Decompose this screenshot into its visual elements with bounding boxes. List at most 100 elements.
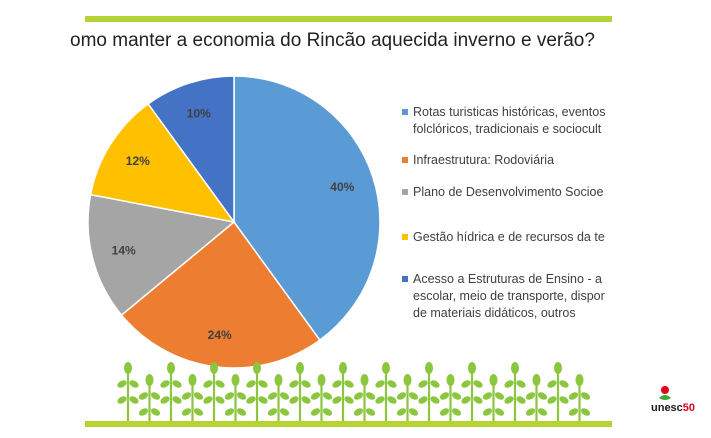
slide-title: omo manter a economia do Rincão aquecida… — [70, 30, 595, 51]
legend-item-3: Plano de Desenvolvimento Socioe — [402, 184, 620, 201]
seedling-leaf — [279, 408, 290, 416]
seedling-leaf — [332, 396, 342, 404]
chart-legend: Rotas turisticas históricas, eventos folc… — [402, 104, 620, 329]
seedling-leaf — [117, 396, 127, 404]
seedling-leaf — [575, 374, 584, 386]
seedling-leaf — [425, 362, 433, 374]
seedling-leaf — [525, 408, 536, 416]
seedling-leaf — [482, 408, 493, 416]
seedling-leaf — [473, 380, 483, 388]
seedling-leaf — [301, 380, 311, 388]
seedling-leaf — [547, 396, 557, 404]
seedling-leaf — [360, 374, 369, 386]
seedling-leaf — [253, 362, 261, 374]
seedling-leaf — [160, 380, 170, 388]
seedling-leaf — [322, 392, 333, 400]
seedling-leaf — [365, 408, 376, 416]
legend-label-2-line-1: Infraestrutura: Rodoviária — [413, 153, 555, 167]
seedling-leaf — [396, 392, 407, 400]
seedling-leaf — [461, 396, 471, 404]
seedling-leaf — [231, 374, 240, 386]
seedling-leaf — [236, 392, 247, 400]
seedling-leaf — [258, 396, 268, 404]
seedling-leaf — [525, 392, 536, 400]
seedling-leaf — [344, 380, 354, 388]
seedling-leaf — [215, 380, 225, 388]
seedling-leaf — [504, 380, 514, 388]
seedling-leaf — [387, 396, 397, 404]
seedling-leaf — [267, 408, 278, 416]
seedling-leaf — [236, 408, 247, 416]
legend-item-1: Rotas turisticas históricas, eventos folc… — [402, 104, 620, 138]
seedling-leaf — [160, 396, 170, 404]
seedling-row — [117, 362, 591, 421]
seedling-leaf — [215, 396, 225, 404]
seedling-leaf — [559, 396, 569, 404]
seedling-leaf — [129, 380, 139, 388]
seedling-leaf — [473, 396, 483, 404]
seedling-leaf — [296, 362, 304, 374]
pie-data-label-5: 10% — [187, 107, 211, 121]
seedling-leaf — [537, 408, 548, 416]
legend-item-2: Infraestrutura: Rodoviária — [402, 152, 620, 169]
seedling-leaf — [193, 408, 204, 416]
pie-slice-5 — [147, 75, 235, 225]
seedling-leaf — [494, 408, 505, 416]
seedling-leaf — [339, 362, 347, 374]
seedling-leaf — [289, 396, 299, 404]
ground-line — [85, 421, 612, 427]
seedling-leaf — [365, 392, 376, 400]
seedling-leaf — [580, 408, 591, 416]
pie-data-label-3: 14% — [112, 243, 136, 257]
seedling-leaf — [482, 392, 493, 400]
seedling-leaf — [117, 380, 127, 388]
seedling-leaf — [301, 396, 311, 404]
seedling-leaf — [167, 362, 175, 374]
seedling-leaf — [446, 374, 455, 386]
seedling-leaf — [547, 380, 557, 388]
seedling-leaf — [203, 380, 213, 388]
pie-slice-1 — [233, 75, 381, 342]
seedling-leaf — [439, 392, 450, 400]
seedling-leaf — [317, 374, 326, 386]
seedling-leaf — [224, 392, 235, 400]
legend-swatch-3 — [402, 189, 408, 195]
top-accent-bar — [85, 16, 612, 22]
seedling-leaf — [439, 408, 450, 416]
seedling-leaf — [489, 374, 498, 386]
seedling-leaf — [145, 374, 154, 386]
seedling-leaf — [193, 392, 204, 400]
legend-swatch-4 — [402, 234, 408, 240]
seedling-leaf — [274, 374, 283, 386]
pie-data-label-4: 12% — [126, 154, 150, 168]
legend-label-3-line-1: Plano de Desenvolvimento Socioe — [413, 185, 604, 199]
legend-swatch-5 — [402, 276, 408, 282]
seedling-leaf — [451, 392, 462, 400]
seedling-leaf — [289, 380, 299, 388]
seedling-leaf — [559, 380, 569, 388]
seedling-leaf — [568, 408, 579, 416]
legend-label-1-line-1: Rotas turisticas históricas, eventos — [413, 105, 606, 119]
seedling-leaf — [387, 380, 397, 388]
legend-swatch-1 — [402, 109, 408, 115]
seedling-leaf — [353, 408, 364, 416]
seedling-leaf — [150, 408, 161, 416]
seedling-leaf — [504, 396, 514, 404]
logo-text: unesc50 — [651, 402, 696, 414]
seedling-leaf — [382, 362, 390, 374]
seedling-leaf — [403, 374, 412, 386]
seedling-leaf — [246, 380, 256, 388]
seedling-leaf — [468, 362, 476, 374]
pie-data-label-2: 24% — [208, 328, 232, 342]
seedling-leaf — [129, 396, 139, 404]
legend-item-4: Gestão hídrica e de recursos da te — [402, 229, 620, 246]
pie-slice-3 — [87, 193, 236, 317]
seedling-leaf — [188, 374, 197, 386]
seedling-leaf — [516, 380, 526, 388]
seedling-leaf — [516, 396, 526, 404]
seedling-leaf — [580, 392, 591, 400]
seedling-leaf — [258, 380, 268, 388]
